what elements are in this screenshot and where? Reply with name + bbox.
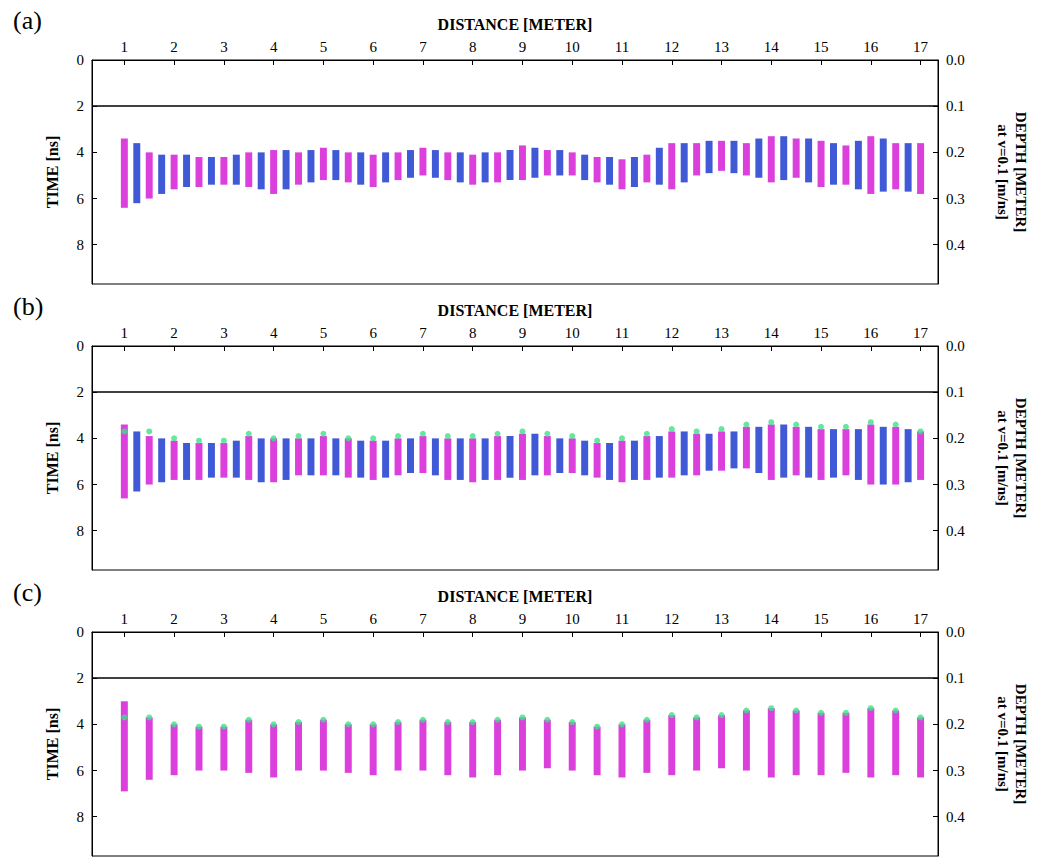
svg-text:0.4: 0.4 — [946, 809, 965, 825]
svg-text:4: 4 — [270, 39, 278, 55]
svg-text:10: 10 — [565, 39, 580, 55]
svg-text:11: 11 — [615, 325, 629, 341]
svg-text:5: 5 — [320, 39, 328, 55]
svg-text:0.2: 0.2 — [946, 716, 965, 732]
svg-text:8: 8 — [469, 611, 477, 627]
svg-text:0.3: 0.3 — [946, 191, 965, 207]
svg-text:0.1: 0.1 — [946, 384, 965, 400]
svg-text:1: 1 — [121, 611, 129, 627]
svg-text:7: 7 — [419, 611, 427, 627]
svg-text:1: 1 — [121, 39, 129, 55]
svg-text:6: 6 — [369, 611, 377, 627]
svg-text:at v=0.1 [m/ns]: at v=0.1 [m/ns] — [995, 124, 1011, 220]
svg-text:11: 11 — [615, 39, 629, 55]
svg-text:7: 7 — [419, 39, 427, 55]
svg-text:10: 10 — [565, 611, 580, 627]
svg-text:15: 15 — [814, 325, 829, 341]
svg-text:6: 6 — [77, 191, 85, 207]
svg-text:12: 12 — [664, 39, 679, 55]
svg-text:6: 6 — [77, 477, 85, 493]
svg-text:10: 10 — [565, 325, 580, 341]
svg-text:0.1: 0.1 — [946, 670, 965, 686]
svg-text:TIME [ns]: TIME [ns] — [44, 422, 61, 494]
svg-text:17: 17 — [913, 611, 929, 627]
svg-text:1: 1 — [121, 325, 129, 341]
svg-text:DISTANCE [METER]: DISTANCE [METER] — [438, 16, 593, 33]
svg-text:14: 14 — [764, 39, 780, 55]
svg-text:5: 5 — [320, 325, 328, 341]
svg-text:0.2: 0.2 — [946, 430, 965, 446]
svg-text:14: 14 — [764, 611, 780, 627]
svg-text:2: 2 — [77, 670, 85, 686]
svg-text:2: 2 — [170, 39, 178, 55]
svg-text:3: 3 — [220, 39, 228, 55]
svg-text:12: 12 — [664, 611, 679, 627]
svg-text:(b): (b) — [13, 292, 43, 321]
svg-text:0.2: 0.2 — [946, 144, 965, 160]
svg-text:TIME [ns]: TIME [ns] — [44, 708, 61, 780]
svg-text:2: 2 — [77, 384, 85, 400]
svg-text:4: 4 — [270, 325, 278, 341]
svg-text:0.3: 0.3 — [946, 763, 965, 779]
svg-text:4: 4 — [270, 611, 278, 627]
svg-text:2: 2 — [77, 98, 85, 114]
svg-text:6: 6 — [369, 325, 377, 341]
svg-text:0.4: 0.4 — [946, 523, 965, 539]
svg-text:14: 14 — [764, 325, 780, 341]
svg-text:8: 8 — [469, 325, 477, 341]
svg-text:16: 16 — [863, 39, 879, 55]
svg-text:0.3: 0.3 — [946, 477, 965, 493]
svg-text:DEPTH [METER]: DEPTH [METER] — [1013, 398, 1029, 518]
svg-text:8: 8 — [77, 237, 85, 253]
svg-text:0: 0 — [77, 624, 85, 640]
svg-text:16: 16 — [863, 325, 879, 341]
svg-text:15: 15 — [814, 611, 829, 627]
svg-text:11: 11 — [615, 611, 629, 627]
svg-text:(c): (c) — [13, 578, 42, 607]
svg-text:9: 9 — [519, 611, 527, 627]
svg-text:3: 3 — [220, 325, 228, 341]
svg-text:DEPTH [METER]: DEPTH [METER] — [1013, 112, 1029, 232]
svg-text:4: 4 — [77, 144, 85, 160]
svg-text:9: 9 — [519, 39, 527, 55]
svg-text:0.0: 0.0 — [946, 52, 965, 68]
svg-text:DEPTH [METER]: DEPTH [METER] — [1013, 684, 1029, 804]
svg-text:DISTANCE [METER]: DISTANCE [METER] — [438, 302, 593, 319]
svg-text:3: 3 — [220, 611, 228, 627]
svg-text:12: 12 — [664, 325, 679, 341]
svg-text:2: 2 — [170, 325, 178, 341]
svg-text:9: 9 — [519, 325, 527, 341]
svg-text:13: 13 — [714, 325, 729, 341]
svg-text:5: 5 — [320, 611, 328, 627]
svg-text:17: 17 — [913, 39, 929, 55]
svg-text:7: 7 — [419, 325, 427, 341]
svg-text:0.0: 0.0 — [946, 624, 965, 640]
svg-text:at v=0.1 [m/ns]: at v=0.1 [m/ns] — [995, 410, 1011, 506]
svg-text:6: 6 — [369, 39, 377, 55]
svg-text:DISTANCE [METER]: DISTANCE [METER] — [438, 588, 593, 605]
svg-text:at v=0.1 [m/ns]: at v=0.1 [m/ns] — [995, 696, 1011, 792]
svg-text:(a): (a) — [13, 6, 42, 35]
svg-text:8: 8 — [77, 809, 85, 825]
svg-text:8: 8 — [77, 523, 85, 539]
svg-text:0.4: 0.4 — [946, 237, 965, 253]
svg-text:0: 0 — [77, 338, 85, 354]
svg-text:4: 4 — [77, 716, 85, 732]
svg-text:TIME [ns]: TIME [ns] — [44, 136, 61, 208]
svg-text:13: 13 — [714, 39, 729, 55]
svg-text:0.1: 0.1 — [946, 98, 965, 114]
svg-text:17: 17 — [913, 325, 929, 341]
svg-text:15: 15 — [814, 39, 829, 55]
svg-text:6: 6 — [77, 763, 85, 779]
svg-text:13: 13 — [714, 611, 729, 627]
svg-text:2: 2 — [170, 611, 178, 627]
svg-text:0.0: 0.0 — [946, 338, 965, 354]
svg-text:4: 4 — [77, 430, 85, 446]
svg-text:16: 16 — [863, 611, 879, 627]
svg-text:0: 0 — [77, 52, 85, 68]
svg-text:8: 8 — [469, 39, 477, 55]
